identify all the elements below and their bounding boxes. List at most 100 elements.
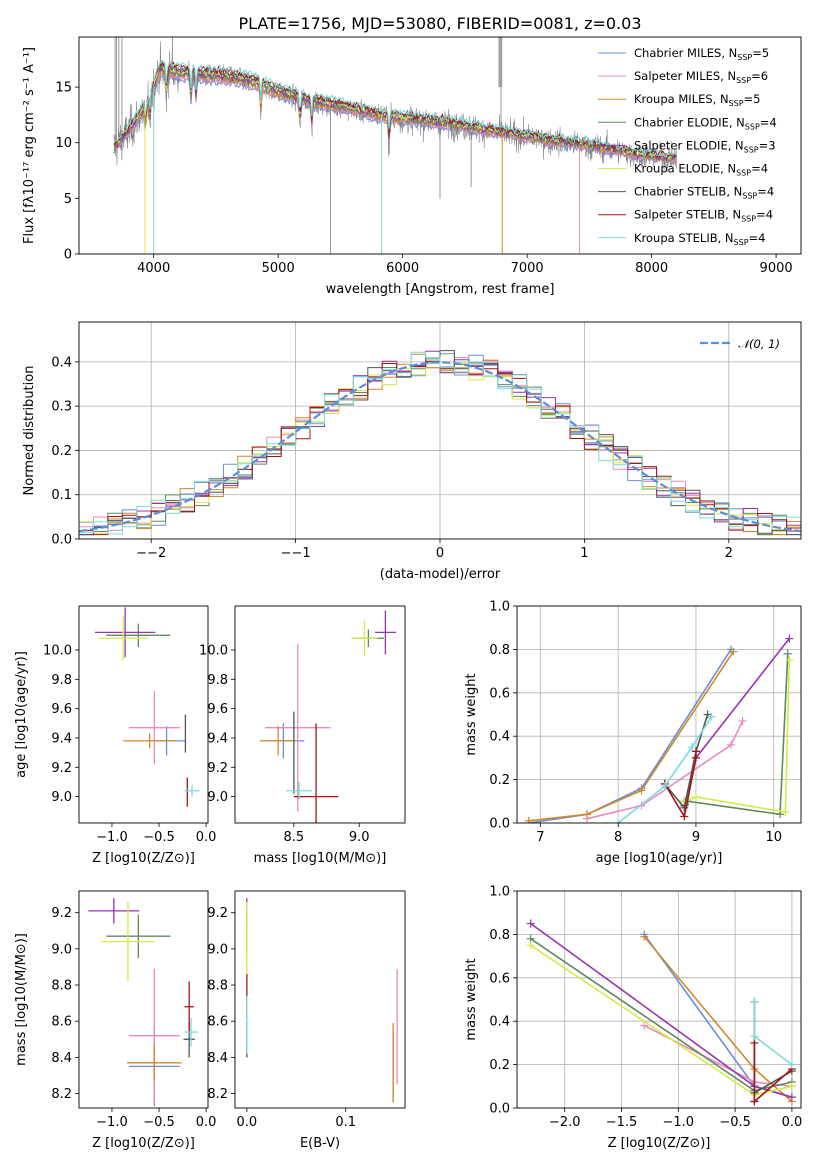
y-axis-label: mass weight <box>464 673 479 755</box>
weight-vs-Z-plot-area <box>517 891 801 1108</box>
weight-line <box>753 1001 793 1095</box>
y-tick-label: 0.2 <box>489 773 510 788</box>
y-tick-label: 10 <box>55 136 72 151</box>
axes-frame <box>78 36 802 255</box>
weight-line <box>528 648 732 823</box>
normal-curve <box>79 361 801 533</box>
mass-vs-EBV-panel: 0.0 0.1 8.2 8.4 8.6 8.8 9.0 9.2 E(B-V) <box>207 890 406 1151</box>
y-tick-label: 0.3 <box>51 400 72 415</box>
weight-line <box>684 660 791 814</box>
weight-vs-Z-panel: −2.0 −1.5 −1.0 −0.5 0.0 0.0 0.2 0.4 0.6 0.8 1.0 Z [… <box>464 885 802 1152</box>
model-line <box>113 61 677 159</box>
x-tick-label: 8.5 <box>284 830 305 845</box>
x-tick-label: 0.0 <box>782 1115 803 1130</box>
y-axis-label: Flux [fλ10⁻¹⁷ erg cm⁻² s⁻¹ A⁻¹] <box>22 47 37 244</box>
y-tick-label: 0.0 <box>489 817 510 832</box>
x-tick-label: 9000 <box>760 261 793 276</box>
legend-label: Salpeter MILES, NSSP=6 <box>634 69 768 85</box>
weight-line <box>664 751 697 819</box>
y-tick-label: 8.4 <box>207 1051 228 1066</box>
legend-label: Kroupa MILES, NSSP=5 <box>634 92 760 108</box>
weight-line <box>753 1042 793 1104</box>
mass-vs-EBV-plot-area <box>246 898 398 1103</box>
y-tick-label: 10.0 <box>199 643 228 658</box>
x-tick-label: 10 <box>765 830 782 845</box>
weight-line <box>586 720 744 820</box>
x-axis-label: (data-model)/error <box>380 567 501 582</box>
y-tick-label: 10.0 <box>43 643 72 658</box>
y-tick-label: 9.8 <box>207 673 228 688</box>
y-tick-label: 9.0 <box>207 790 228 805</box>
x-tick-label: 7000 <box>511 261 544 276</box>
legend-label: 𝒩(0, 1) <box>738 337 780 351</box>
x-tick-label: −0.5 <box>719 1115 751 1130</box>
y-tick-label: 9.2 <box>51 906 72 921</box>
residuals-plot-area <box>79 322 801 539</box>
y-tick-label: 0.4 <box>489 1015 510 1030</box>
axes-frame <box>234 890 406 1109</box>
y-tick-label: 9.0 <box>51 942 72 957</box>
y-tick-label: 8.6 <box>207 1015 228 1030</box>
y-tick-label: 0.1 <box>51 488 72 503</box>
x-tick-label: 6000 <box>386 261 419 276</box>
age-vs-mass-plot-area <box>259 610 396 823</box>
weight-vs-age-plot-area <box>517 606 801 823</box>
age-vs-mass-panel: 8.5 9.0 9.0 9.2 9.4 9.6 9.8 10.0 mass [log10(M/M… <box>199 605 406 866</box>
histogram-series <box>79 351 801 539</box>
y-tick-label: 9.6 <box>51 702 72 717</box>
y-tick-label: 9.2 <box>51 761 72 776</box>
y-tick-label: 9.8 <box>51 673 72 688</box>
weight-line <box>530 922 793 1098</box>
y-tick-label: 0 <box>64 248 72 263</box>
legend-label: Chabrier ELODIE, NSSP=4 <box>634 115 777 131</box>
age-vs-Z-plot-area <box>95 607 200 807</box>
x-axis-label: Z [log10(Z/Z⊙)] <box>608 1136 711 1151</box>
x-tick-label: 2 <box>725 546 733 561</box>
x-tick-label: −2.0 <box>549 1115 581 1130</box>
weight-line <box>643 936 793 1103</box>
weight-line <box>528 651 734 822</box>
weight-vs-age-panel: 7 8 9 10 0.0 0.2 0.4 0.6 0.8 1.0 age [log10(age/yr… <box>464 600 802 866</box>
x-tick-label: 0 <box>436 546 444 561</box>
x-tick-label: 8000 <box>635 261 668 276</box>
weight-line <box>753 1001 793 1066</box>
y-axis-label: Normed distribution <box>22 366 37 496</box>
y-tick-label: 9.0 <box>207 942 228 957</box>
y-tick-label: 5 <box>64 192 72 207</box>
x-axis-label: E(B-V) <box>300 1136 340 1151</box>
age-vs-Z-panel: −1.0 −0.5 0.0 9.0 9.2 9.4 9.6 9.8 10.0 Z [log10(Z… <box>14 605 216 866</box>
residuals-panel: −−2 −−1 0 1 2 0.0 0.1 0.2 0.3 0.4 (data-model)/err… <box>22 321 802 582</box>
figure-title: PLATE=1756, MJD=53080, FIBERID=0081, z=0… <box>238 14 641 33</box>
legend-label: Salpeter ELODIE, NSSP=3 <box>634 138 776 154</box>
weight-line <box>617 716 713 823</box>
x-tick-label: 0.0 <box>196 1115 217 1130</box>
x-axis-label: Z [log10(Z/Z⊙)] <box>92 1136 195 1151</box>
spectrum-plot-area <box>113 37 677 254</box>
x-axis-label: wavelength [Angstrom, rest frame] <box>326 282 555 297</box>
y-tick-label: 0.4 <box>51 355 72 370</box>
mass-vs-Z-panel: −1.0 −0.5 0.0 8.2 8.4 8.6 8.8 9.0 9.2 Z [log10(Z/… <box>14 890 217 1151</box>
weight-line <box>530 944 793 1096</box>
x-tick-label: 7 <box>536 830 544 845</box>
x-tick-label: −−2 <box>136 546 166 561</box>
legend-label: Kroupa STELIB, NSSP=4 <box>634 231 765 247</box>
x-tick-label: 5000 <box>262 261 295 276</box>
x-tick-label: −1.0 <box>96 1115 128 1130</box>
x-tick-label: −0.5 <box>143 1115 175 1130</box>
x-tick-label: 9.0 <box>349 830 370 845</box>
axes-frame <box>78 321 802 540</box>
y-tick-label: 1.0 <box>489 600 510 615</box>
y-tick-label: 8.2 <box>51 1087 72 1102</box>
x-tick-label: 0.1 <box>335 1115 356 1130</box>
y-tick-label: 9.4 <box>51 731 72 746</box>
x-tick-label: 4000 <box>137 261 170 276</box>
legend-label: Chabrier MILES, NSSP=5 <box>634 46 769 62</box>
y-axis-label: mass [log10(M/M⊙)] <box>14 933 29 1066</box>
y-tick-label: 0.0 <box>51 533 72 548</box>
x-tick-label: −−1 <box>281 546 311 561</box>
weight-line <box>643 933 793 1098</box>
model-line <box>113 59 677 157</box>
y-tick-label: 8.4 <box>51 1051 72 1066</box>
y-tick-label: 0.8 <box>489 643 510 658</box>
